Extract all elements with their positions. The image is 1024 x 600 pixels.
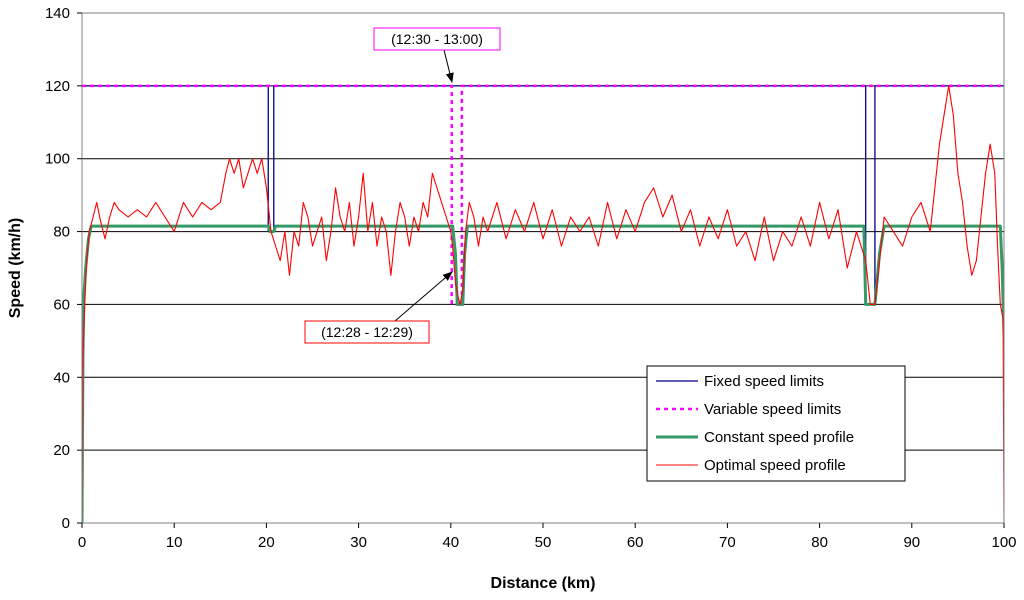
x-tick-label: 0	[78, 534, 86, 551]
x-tick-label: 10	[166, 534, 183, 551]
annotation-arrow	[443, 49, 454, 83]
annotations: (12:30 - 13:00) (12:28 - 12:29)	[304, 27, 501, 344]
legend-label-variable: Variable speed limits	[704, 401, 841, 418]
annotation-box	[373, 27, 501, 51]
x-tick-label: 40	[442, 534, 459, 551]
x-tick-label: 30	[350, 534, 367, 551]
x-tick-label: 70	[719, 534, 736, 551]
x-tick-label: 20	[258, 534, 275, 551]
legend-label-fixed: Fixed speed limits	[704, 373, 824, 390]
y-tick-label: 60	[53, 296, 70, 313]
y-axis-ticks: 0 20 40 60 80 100 120 140	[45, 5, 82, 532]
fixed-speed-limits-line	[82, 85, 1004, 306]
x-axis-ticks: 0 10 20 30 40 50 60 70 80 90 100	[78, 523, 1017, 551]
legend-label-constant: Constant speed profile	[704, 429, 854, 446]
y-tick-label: 20	[53, 442, 70, 459]
y-tick-label: 120	[45, 78, 70, 95]
legend-label-optimal: Optimal speed profile	[704, 457, 846, 474]
x-axis-title: Distance (km)	[491, 575, 596, 592]
legend-box	[646, 365, 906, 482]
y-tick-label: 40	[53, 369, 70, 386]
annotation-box	[304, 320, 430, 344]
x-tick-label: 60	[627, 534, 644, 551]
y-tick-label: 80	[53, 224, 70, 241]
x-tick-label: 80	[811, 534, 828, 551]
legend: Fixed speed limits Variable speed limits…	[646, 365, 906, 482]
x-tick-label: 50	[535, 534, 552, 551]
x-tick-label: 100	[991, 534, 1016, 551]
y-tick-label: 0	[62, 515, 70, 532]
series-lines	[82, 84, 1004, 523]
annotation-optimal-dip: (12:28 - 12:29)	[304, 271, 453, 344]
annotation-arrow	[394, 271, 453, 322]
y-tick-label: 140	[45, 5, 70, 22]
annotation-text: (12:30 - 13:00)	[391, 31, 483, 47]
y-axis-title: Speed (km/h)	[7, 218, 24, 318]
x-tick-label: 90	[903, 534, 920, 551]
annotation-variable-limit: (12:30 - 13:00)	[373, 27, 501, 83]
optimal-speed-profile-line	[82, 85, 1004, 523]
annotation-text: (12:28 - 12:29)	[321, 324, 413, 340]
y-tick-label: 100	[45, 151, 70, 168]
